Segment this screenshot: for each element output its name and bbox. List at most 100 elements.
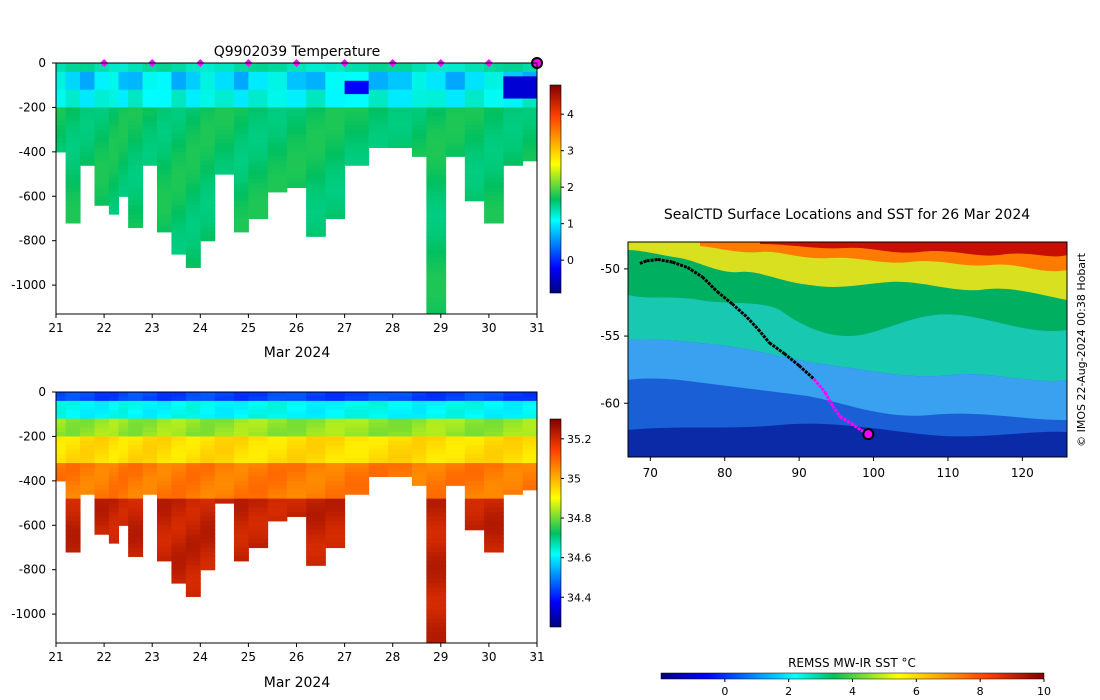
heatmap-cell (325, 205, 346, 211)
heatmap-cell (157, 414, 172, 420)
heatmap-cell (118, 165, 129, 171)
heatmap-cell (108, 191, 120, 197)
heatmap-cell (118, 169, 129, 175)
heatmap-cell (248, 174, 269, 180)
heatmap-cell (200, 94, 216, 100)
heatmap-cell (267, 134, 288, 140)
heatmap-cell (128, 485, 144, 491)
heatmap-cell (445, 102, 466, 109)
heatmap-cell (80, 423, 95, 429)
heatmap-cell (426, 218, 447, 224)
heatmap-cell (171, 142, 187, 149)
heatmap-cell (484, 511, 504, 517)
heatmap-cell (65, 405, 81, 411)
heatmap-cell (267, 445, 288, 451)
heatmap-cell (65, 111, 81, 117)
heatmap-cell (484, 200, 504, 206)
heatmap-cell (80, 160, 95, 166)
heatmap-cell (325, 151, 346, 157)
heatmap-cell (214, 116, 235, 122)
heatmap-cell (344, 147, 370, 153)
heatmap-cell (387, 454, 413, 460)
heatmap-cell (171, 578, 187, 584)
heatmap-cell (306, 471, 326, 478)
heatmap-cell (286, 409, 307, 415)
heatmap-cell (94, 129, 110, 135)
heatmap-cell (286, 85, 307, 91)
heatmap-cell (65, 529, 81, 535)
heatmap-cell (267, 120, 288, 126)
heatmap-cell (108, 534, 120, 540)
heatmap-cell (368, 400, 389, 406)
heatmap-cell (306, 129, 326, 135)
heatmap-cell (94, 169, 110, 175)
heatmap-cell (65, 85, 81, 91)
heatmap-cell (464, 489, 485, 495)
heatmap-cell (94, 396, 110, 402)
heatmap-cell (108, 147, 120, 153)
heatmap-cell (142, 85, 158, 91)
heatmap-cell (108, 67, 120, 73)
heatmap-cell (325, 396, 346, 402)
heatmap-cell (118, 440, 129, 446)
heatmap-cell (306, 94, 326, 100)
heatmap-cell (248, 200, 269, 206)
heatmap-cell (484, 494, 504, 500)
heatmap-cell (325, 63, 346, 69)
heatmap-cell (267, 405, 288, 411)
heatmap-cell (171, 138, 187, 144)
heatmap-cell (157, 218, 172, 224)
heatmap-cell (94, 71, 110, 77)
heatmap-cell (80, 134, 95, 140)
heatmap-cell (185, 458, 201, 464)
heatmap-cell (286, 151, 307, 157)
heatmap-cell (286, 458, 307, 464)
heatmap-cell (233, 445, 249, 451)
heatmap-cell (157, 476, 172, 482)
heatmap-cell (426, 623, 447, 629)
heatmap-cell (108, 507, 120, 513)
heatmap-cell (108, 125, 120, 131)
heatmap-cell (56, 409, 67, 415)
heatmap-cell (157, 71, 172, 77)
heatmap-cell (325, 107, 346, 113)
heatmap-cell (426, 551, 447, 557)
x-tick-label: 25 (241, 650, 256, 664)
heatmap-cell (185, 396, 201, 402)
heatmap-cell (185, 431, 201, 438)
heatmap-cell (426, 489, 447, 495)
heatmap-cell (108, 458, 120, 464)
x-tick-label: 26 (289, 321, 304, 335)
heatmap-cell (65, 214, 81, 220)
heatmap-cell (233, 525, 249, 531)
heatmap-cell (325, 147, 346, 153)
heatmap-cell (387, 111, 413, 117)
heatmap-cell (411, 71, 427, 77)
heatmap-cell (464, 120, 485, 126)
heatmap-cell (200, 525, 216, 531)
heatmap-cell (185, 85, 201, 91)
heatmap-cell (233, 98, 249, 104)
heatmap-cell (128, 107, 144, 113)
heatmap-cell (503, 71, 524, 77)
heatmap-cell (185, 503, 201, 509)
heatmap-cell (426, 276, 447, 282)
heatmap-cell (325, 178, 346, 184)
heatmap-cell (368, 138, 389, 144)
heatmap-cell (445, 392, 466, 398)
heatmap-cell (65, 76, 81, 82)
heatmap-cell (128, 507, 144, 513)
heatmap-cell (306, 454, 326, 460)
heatmap-cell (214, 80, 235, 86)
heatmap-cell (248, 458, 269, 464)
heatmap-cell (411, 98, 427, 104)
heatmap-cell (56, 89, 67, 95)
heatmap-cell (306, 529, 326, 535)
heatmap-cell (503, 476, 524, 482)
heatmap-cell (464, 454, 485, 460)
heatmap-cell (65, 174, 81, 180)
heatmap-cell (108, 520, 120, 526)
heatmap-cell (248, 98, 269, 104)
heatmap-cell (503, 396, 524, 402)
heatmap-cell (94, 427, 110, 433)
